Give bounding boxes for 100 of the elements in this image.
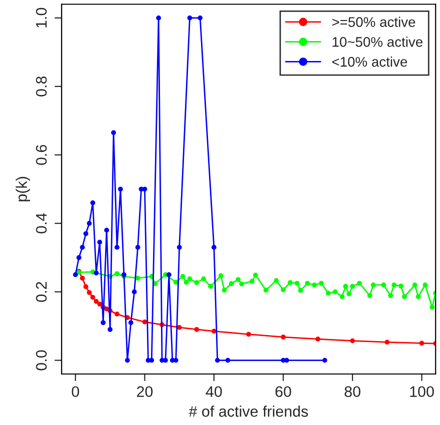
point [288,280,293,286]
point [128,320,134,326]
point [228,281,234,286]
point [80,244,85,250]
point [198,16,203,20]
point [343,284,348,289]
point [212,328,216,334]
point [392,282,396,288]
point [184,280,189,285]
point [142,320,148,324]
y-axis-title: p(k) [16,176,30,202]
point [108,327,113,332]
point [166,272,172,278]
point [135,244,140,250]
point [83,284,88,290]
point [104,228,110,233]
legend-label: <10% active [332,56,408,67]
x-tick-label: 60 [276,386,292,398]
point [212,244,216,250]
point [416,294,421,300]
point [312,282,317,288]
point [208,284,213,289]
point [222,288,227,293]
point [305,280,310,286]
y-tick-label: 0.0 [36,350,47,370]
point [73,272,78,278]
point [90,200,96,206]
point [246,332,252,337]
x-tick-label: 100 [410,386,434,398]
point [250,278,254,284]
x-tick-label: 80 [344,386,360,398]
point [90,294,96,300]
point [236,277,241,282]
point [114,312,120,317]
point [318,280,324,286]
point [430,304,435,310]
point [149,358,154,363]
legend-label: >=50% active [332,16,416,27]
point [83,231,88,236]
y-tick-label: 0.8 [36,76,47,96]
point [194,280,200,286]
point [315,336,320,342]
point [398,284,404,288]
point [384,340,390,345]
point [118,186,123,192]
point [201,276,206,282]
point [194,327,200,332]
point [381,282,386,288]
point [111,130,116,136]
point [294,280,300,286]
point [322,358,328,363]
point [80,276,85,281]
point [412,282,418,288]
point [340,294,345,300]
x-tick-label: 40 [206,386,222,398]
point [388,293,394,298]
point [263,288,268,293]
point [225,358,230,363]
point [156,16,161,20]
y-tick-label: 0.2 [36,282,47,302]
point [114,244,120,250]
point [326,290,331,296]
point [298,288,303,293]
point [94,270,99,276]
point [350,284,355,289]
point [76,255,82,260]
point [367,293,372,298]
y-tick-label: 1.0 [36,8,47,28]
x-tick-label: 0 [72,386,80,398]
point [187,276,192,282]
y-tick-label: 0.4 [36,213,47,234]
point [215,358,220,363]
point [94,298,99,304]
point [274,278,279,283]
point [346,291,352,296]
point [422,282,428,288]
point [402,294,407,300]
point [419,340,424,346]
point [86,220,92,226]
point [100,320,106,326]
x-axis-title: # of active friends [188,406,308,417]
point [280,287,286,292]
x-tick-label: 20 [136,386,153,398]
point [163,358,168,363]
point [218,273,224,278]
point [350,338,355,344]
y-tick-label: 0.6 [36,144,47,165]
point [187,16,192,20]
point [132,289,137,294]
point [124,358,130,363]
point [239,282,244,286]
point [253,272,258,278]
point [280,334,286,340]
point [114,271,120,276]
point [97,240,102,245]
point [180,274,186,279]
point [332,289,338,294]
point [86,290,92,295]
point [356,280,362,286]
point [176,244,182,250]
